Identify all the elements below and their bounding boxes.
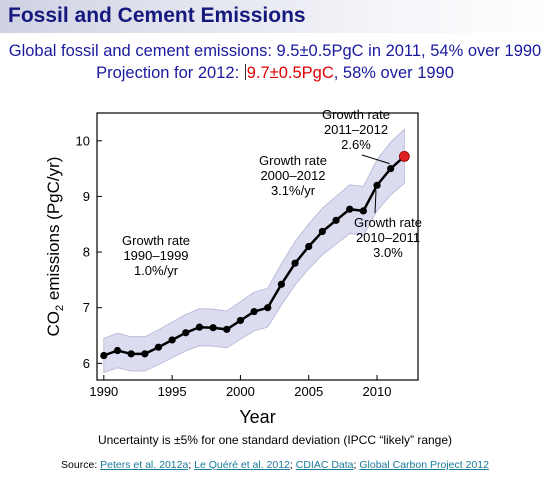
data-point [264, 304, 272, 312]
title-bar: Fossil and Cement Emissions [0, 0, 550, 33]
annotation-line: 1.0%/yr [134, 263, 179, 278]
x-tick-label: 1990 [89, 384, 118, 399]
data-point [318, 227, 326, 236]
source-label: Source: [61, 459, 101, 471]
annotation-line: 2000–2012 [260, 168, 325, 183]
source-link-cdiac[interactable]: CDIAC Data [295, 459, 354, 471]
source-link-peters[interactable]: Peters et al. 2012a [100, 459, 189, 471]
text-cursor [244, 64, 246, 80]
source-separator: ; [289, 459, 296, 471]
x-tick-label: 1995 [158, 384, 187, 399]
data-point [127, 350, 135, 358]
data-point [168, 336, 176, 344]
slide-title: Fossil and Cement Emissions [8, 4, 306, 27]
annotation-line: 3.1%/yr [271, 183, 316, 198]
data-point [100, 351, 108, 360]
y-axis-label: CO2 emissions (PgC/yr) [44, 157, 66, 337]
annotation-line: 2.6% [341, 137, 371, 152]
projection-point [398, 150, 410, 162]
data-point [195, 323, 204, 331]
annotation-2011-2012: Growth rate 2011–2012 2.6% [322, 107, 390, 152]
data-point [223, 325, 231, 333]
y-axis-label-subscript: 2 [54, 305, 66, 311]
y-tick-label: 8 [83, 245, 90, 260]
plot-frame [96, 112, 419, 381]
source-link-gcp[interactable]: Global Carbon Project 2012 [359, 459, 489, 471]
emissions-chart: 1990 1995 2000 2005 2010 6 7 8 9 10 Year CO2 emissi… [44, 107, 422, 427]
x-tick-label: 2010 [363, 384, 392, 399]
x-tick-label: 2005 [294, 384, 323, 399]
data-point [387, 165, 395, 173]
data-point [209, 324, 217, 332]
headline-2012-suffix: , 58% over 1990 [333, 64, 454, 82]
headline-2012-projection: 9.7±0.5PgC [246, 64, 334, 82]
source-separator: ; [188, 459, 195, 471]
emissions-line [103, 167, 392, 357]
source-link-le-quere[interactable]: Le Quéré et al. 2012 [194, 459, 290, 471]
annotation-line: 3.0% [373, 245, 403, 260]
uncertainty-note: Uncertainty is ±5% for one standard devi… [97, 433, 453, 447]
data-point [332, 216, 340, 224]
annotation-2000-2012: Growth rate 2000–2012 3.1%/yr [259, 153, 327, 198]
annotation-line: 1990–1999 [123, 248, 188, 263]
annotation-line: Growth rate [354, 215, 422, 230]
y-axis-label-rest: emissions (PgC/yr) [44, 157, 63, 305]
data-point [373, 181, 381, 189]
data-point [277, 280, 286, 288]
source-separator: ; [353, 459, 360, 471]
x-tick-label: 2000 [226, 384, 255, 399]
source-line: Source: Peters et al. 2012a; Le Quéré et… [0, 459, 550, 471]
headline-2011: Global fossil and cement emissions: 9.5±… [8, 42, 542, 60]
annotation-2010-2011: Growth rate 2010–2011 3.0% [354, 215, 422, 260]
x-axis-label: Year [239, 407, 275, 427]
data-point [182, 329, 190, 337]
y-tick-label: 6 [83, 356, 90, 371]
uncertainty-band [103, 128, 405, 374]
y-axis-label-main: CO [44, 311, 63, 337]
y-tick-label: 7 [83, 300, 90, 315]
data-point [359, 207, 367, 215]
annotation-line: 2011–2012 [324, 122, 388, 137]
data-point [305, 242, 313, 251]
annotation-line: 2010–2011 [356, 230, 420, 245]
y-tick-label: 10 [76, 133, 90, 148]
annotation-line: Growth rate [322, 107, 390, 122]
annotation-line: Growth rate [259, 153, 327, 168]
annotation-pointer-2011-2012 [361, 154, 390, 165]
data-point [154, 343, 163, 351]
headline-2012-prefix: Projection for 2012: [96, 64, 244, 82]
data-point [141, 350, 149, 358]
data-point [346, 205, 354, 213]
headline-2012: Projection for 2012: 9.7±0.5PgC, 58% ove… [0, 64, 550, 83]
data-point [250, 307, 258, 316]
y-tick-label: 9 [83, 189, 90, 204]
annotation-1990-1999: Growth rate 1990–1999 1.0%/yr [122, 233, 190, 278]
annotation-line: Growth rate [122, 233, 190, 248]
data-point [113, 346, 122, 355]
annotation-pointer-2010-2011 [374, 190, 377, 214]
data-point [236, 316, 245, 325]
data-point [291, 259, 299, 267]
